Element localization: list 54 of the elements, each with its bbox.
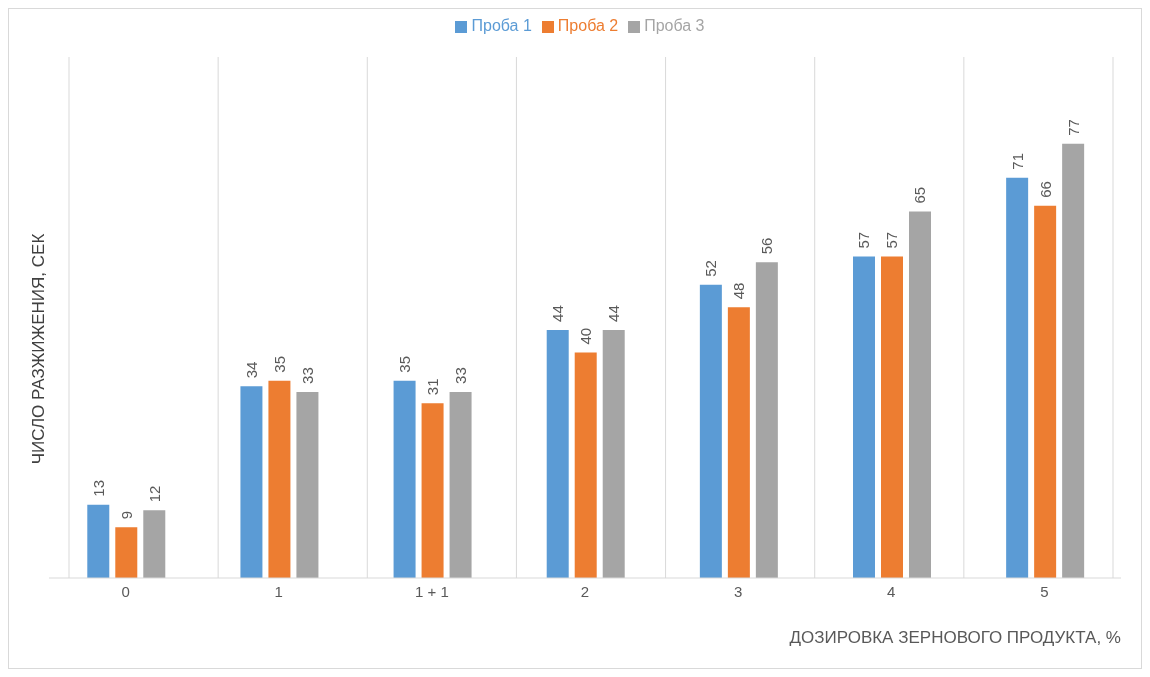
x-tick-label: 5: [1040, 582, 1049, 600]
data-label: 57: [883, 231, 901, 249]
data-label: 31: [424, 378, 442, 396]
data-label: 34: [242, 361, 260, 379]
data-label: 44: [605, 305, 623, 322]
x-tick-label: 2: [580, 582, 590, 600]
bar: [602, 329, 625, 578]
legend-label: Проба 3: [644, 17, 705, 34]
bar: [881, 256, 903, 578]
bar: [143, 510, 166, 578]
x-axis-title: ДОЗИРОВКА ЗЕРНОВОГО ПРОДУКТА, %: [789, 628, 1121, 648]
bar: [1006, 177, 1029, 578]
data-label: 12: [145, 485, 163, 503]
y-axis-title: ЧИСЛО РАЗЖИЖЕНИЯ, СЕК: [29, 233, 49, 465]
bar: [574, 352, 597, 578]
data-label: 35: [396, 355, 414, 373]
data-label: 33: [452, 367, 470, 384]
bar: [393, 380, 416, 578]
data-label: 66: [1036, 181, 1054, 198]
bar: [909, 211, 931, 578]
bar: [115, 527, 138, 578]
bar: [421, 403, 444, 578]
bar: [699, 284, 722, 578]
data-label: 9: [117, 510, 135, 520]
bar: [727, 307, 750, 578]
legend-label: Проба 2: [557, 17, 619, 34]
bar: [296, 391, 319, 578]
data-label: 77: [1064, 119, 1082, 136]
bar: [268, 380, 291, 578]
bar: [87, 504, 110, 578]
data-label: 52: [702, 260, 720, 277]
bar: [240, 386, 263, 578]
data-label: 65: [911, 186, 929, 204]
data-label: 56: [758, 237, 776, 255]
data-label: 57: [855, 231, 873, 249]
legend-label: Проба 1: [471, 17, 532, 34]
x-tick-label: 1: [274, 582, 283, 600]
data-label: 13: [89, 480, 107, 497]
data-label: 48: [730, 282, 748, 300]
data-label: 40: [577, 327, 595, 345]
data-label: 44: [549, 305, 567, 322]
bar: [449, 391, 472, 578]
bar: [1062, 143, 1085, 578]
data-label: 71: [1008, 152, 1026, 170]
bar: [853, 256, 875, 578]
data-label: 35: [270, 355, 288, 373]
x-tick-label: 3: [733, 582, 743, 600]
x-tick-label: 4: [887, 582, 896, 600]
bar: [755, 262, 778, 578]
bar: [546, 329, 569, 578]
bar: [1034, 205, 1057, 578]
x-tick-label: 1 + 1: [414, 582, 449, 600]
data-label: 33: [298, 367, 316, 384]
x-tick-label: 0: [121, 582, 130, 600]
